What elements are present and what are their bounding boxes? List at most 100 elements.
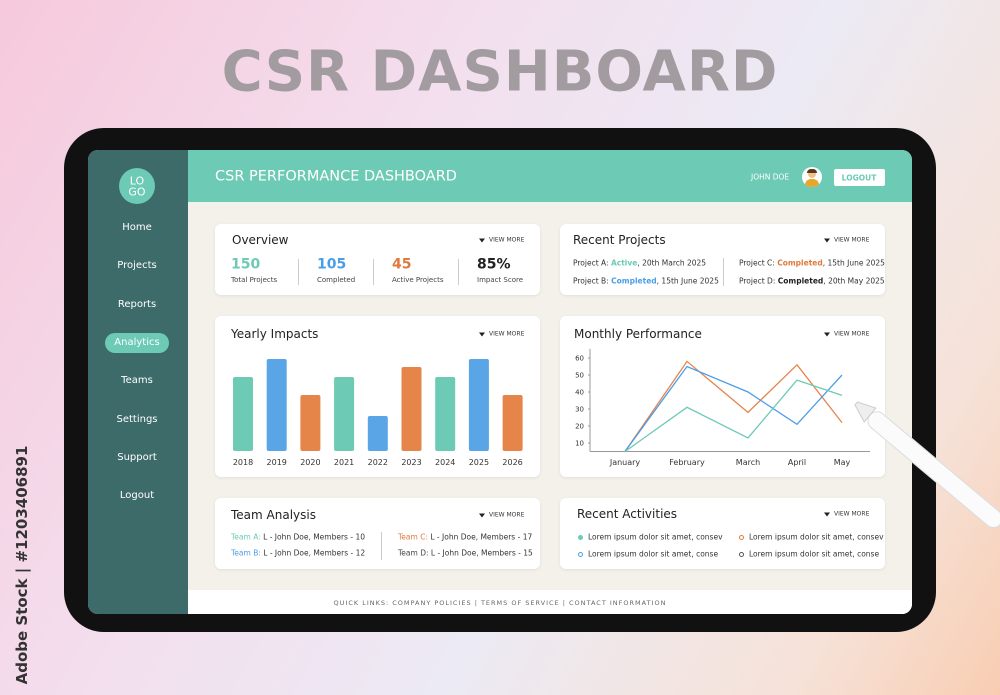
project-item: Project B: Completed, 15th June 2025	[573, 277, 719, 286]
bullet	[738, 551, 744, 557]
x-tick-label: January	[609, 458, 641, 467]
nav-item[interactable]: Teams	[121, 375, 153, 387]
divider	[723, 258, 724, 286]
logout-label[interactable]: LOGOUT	[841, 173, 877, 182]
project-date: , 20th March 2025	[637, 258, 707, 268]
project-name: Project A:	[573, 258, 609, 268]
x-tick-label: 2022	[368, 458, 388, 467]
avatar-hair	[807, 169, 817, 173]
footer-bar	[188, 590, 912, 614]
stat-label: Impact Score	[477, 275, 524, 284]
stat-value: 45	[392, 256, 412, 273]
bar	[233, 377, 253, 451]
monthly-performance-chart: 10 20 30 40 50 60 January February March April May	[575, 348, 870, 467]
bar	[334, 377, 355, 451]
nav-item[interactable]: Projects	[117, 260, 157, 272]
header-title: CSR PERFORMANCE DASHBOARD	[215, 168, 457, 185]
bullet	[738, 534, 744, 540]
x-tick-label: February	[669, 458, 705, 467]
activity-text: Lorem ipsum dolor sit amet, consev	[588, 532, 723, 542]
x-tick-label: 2024	[435, 458, 455, 467]
stat-value: 105	[317, 256, 347, 273]
avatar-face	[808, 170, 816, 178]
stat-label: Completed	[317, 275, 356, 284]
activity-text: Lorem ipsum dolor sit amet, consev	[749, 532, 884, 542]
logout-button[interactable]	[834, 169, 885, 186]
nav-item[interactable]: Home	[122, 222, 152, 233]
view-more[interactable]: VIEW MORE	[479, 512, 524, 519]
project-item: Project C: Completed, 15th June 2025	[739, 259, 885, 268]
divider	[373, 259, 374, 285]
team-item: Team B: L - John Doe, Members - 12	[231, 549, 365, 558]
team-item: Team A: L - John Doe, Members - 10	[231, 533, 365, 542]
project-name: Project D:	[739, 276, 776, 286]
nav-item[interactable]: Support	[117, 451, 157, 463]
x-tick-label: 2018	[233, 458, 253, 467]
project-name: Project B:	[573, 276, 609, 286]
nav-item[interactable]: Reports	[117, 298, 157, 310]
stylus-barrel	[867, 411, 1000, 528]
divider	[381, 532, 382, 560]
y-tick-label: 10	[575, 440, 584, 448]
stat-label: Total Projects	[231, 275, 278, 284]
series-line	[624, 360, 843, 452]
project-date: , 15th June 2025	[656, 276, 719, 286]
project-status: Completed	[777, 276, 824, 286]
team-name: Team D:	[398, 548, 429, 558]
y-tick-label: 60	[575, 355, 584, 363]
x-tick-label: 2021	[334, 458, 354, 467]
card-title: Overview	[232, 232, 289, 247]
view-more[interactable]: VIEW MORE	[479, 237, 524, 244]
nav-active-pill[interactable]	[105, 332, 169, 353]
divider	[298, 259, 299, 285]
stylus-tip	[854, 401, 877, 423]
series-line	[624, 365, 843, 452]
avatar[interactable]	[802, 167, 822, 187]
logo-circle	[119, 168, 155, 204]
project-name: Project C:	[739, 258, 775, 268]
y-tick-label: 50	[575, 372, 584, 380]
nav-item[interactable]: Logout	[119, 490, 155, 502]
bullet	[577, 534, 583, 540]
nav-item[interactable]: Analytics	[114, 336, 160, 348]
avatar-body	[805, 179, 819, 187]
view-more[interactable]: VIEW MORE	[824, 331, 869, 338]
project-item: Project A: Active, 20th March 2025	[573, 259, 706, 268]
view-more[interactable]: VIEW MORE	[824, 237, 869, 244]
card-title: Recent Projects	[573, 232, 666, 247]
bar	[468, 359, 489, 451]
x-tick-label: March	[736, 458, 760, 467]
bar	[367, 416, 388, 451]
series-line	[624, 379, 843, 453]
activity-text: Lorem ipsum dolor sit amet, conse	[588, 549, 719, 559]
project-date: , 20th May 2025	[823, 276, 885, 286]
view-more[interactable]: VIEW MORE	[479, 331, 524, 338]
y-tick-label: 20	[575, 423, 584, 431]
view-more[interactable]: VIEW MORE	[824, 511, 869, 518]
x-tick-label: 2025	[469, 458, 489, 467]
watermark: Adobe Stock | #1203406891	[13, 445, 31, 685]
footer-links[interactable]: QUICK LINKS: COMPANY POLICIES | TERMS OF…	[333, 599, 667, 608]
user-name: JOHN DOE	[751, 172, 790, 182]
project-status: Completed	[611, 276, 657, 286]
activity-text: Lorem ipsum dolor sit amet, conse	[749, 549, 880, 559]
project-date: , 15th June 2025	[822, 258, 885, 268]
card-title: Team Analysis	[231, 507, 316, 522]
stylus	[854, 401, 1000, 528]
bar	[401, 367, 422, 451]
nav-item[interactable]: Settings	[116, 413, 158, 425]
y-tick-label: 30	[575, 406, 584, 414]
divider	[458, 259, 459, 285]
team-detail: L - John Doe, Members - 12	[260, 548, 366, 558]
team-name: Team B:	[231, 548, 261, 558]
bar	[266, 359, 287, 451]
stat-value: 85%	[477, 256, 511, 273]
x-tick-label: April	[788, 458, 806, 467]
x-tick-label: 2019	[267, 458, 287, 467]
team-item: Team C: L - John Doe, Members - 17	[398, 533, 532, 542]
card-title: Monthly Performance	[574, 326, 702, 341]
bar	[502, 395, 523, 451]
x-tick-label: 2023	[401, 458, 421, 467]
x-tick-label: May	[834, 458, 851, 467]
